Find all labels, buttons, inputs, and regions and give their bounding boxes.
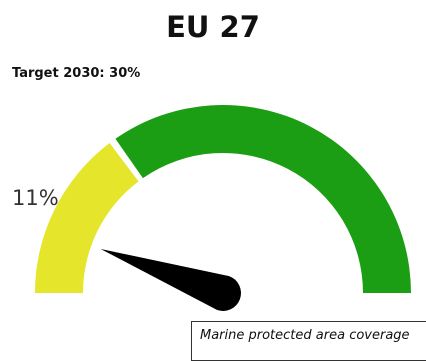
caption-box: Marine protected area coverage	[191, 321, 426, 361]
target-label: Target 2030: 30%	[12, 66, 141, 81]
gauge-needle	[100, 248, 242, 311]
value-label: 11%	[12, 186, 59, 210]
chart-title: EU 27	[166, 10, 260, 44]
gauge-arc-achieved	[35, 143, 139, 293]
gauge-arc-remaining	[115, 105, 411, 293]
gauge-chart	[35, 105, 411, 311]
